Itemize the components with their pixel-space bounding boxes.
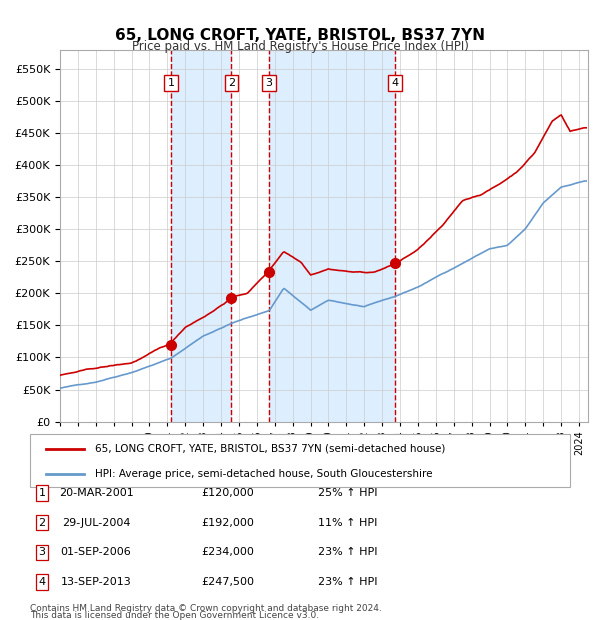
Text: Contains HM Land Registry data © Crown copyright and database right 2024.: Contains HM Land Registry data © Crown c… [30,603,382,613]
Text: 2: 2 [228,78,235,88]
Text: 2: 2 [38,518,46,528]
FancyBboxPatch shape [30,434,570,487]
Text: 1: 1 [38,488,46,498]
Text: 1: 1 [168,78,175,88]
Text: HPI: Average price, semi-detached house, South Gloucestershire: HPI: Average price, semi-detached house,… [95,469,432,479]
Text: 29-JUL-2004: 29-JUL-2004 [62,518,130,528]
Text: 3: 3 [38,547,46,557]
Text: This data is licensed under the Open Government Licence v3.0.: This data is licensed under the Open Gov… [30,611,319,620]
Text: 3: 3 [265,78,272,88]
Text: Price paid vs. HM Land Registry's House Price Index (HPI): Price paid vs. HM Land Registry's House … [131,40,469,53]
Text: 20-MAR-2001: 20-MAR-2001 [59,488,133,498]
Text: 25% ↑ HPI: 25% ↑ HPI [318,488,378,498]
Bar [269,50,395,422]
Bar [172,50,232,422]
Text: 4: 4 [391,78,398,88]
Text: 4: 4 [38,577,46,587]
Text: £192,000: £192,000 [202,518,254,528]
Text: £120,000: £120,000 [202,488,254,498]
Text: £247,500: £247,500 [202,577,254,587]
Text: 13-SEP-2013: 13-SEP-2013 [61,577,131,587]
Text: 65, LONG CROFT, YATE, BRISTOL, BS37 7YN: 65, LONG CROFT, YATE, BRISTOL, BS37 7YN [115,28,485,43]
Text: 01-SEP-2006: 01-SEP-2006 [61,547,131,557]
Text: 65, LONG CROFT, YATE, BRISTOL, BS37 7YN (semi-detached house): 65, LONG CROFT, YATE, BRISTOL, BS37 7YN … [95,444,445,454]
Text: £234,000: £234,000 [202,547,254,557]
Text: 23% ↑ HPI: 23% ↑ HPI [318,577,378,587]
Text: 23% ↑ HPI: 23% ↑ HPI [318,547,378,557]
Text: 11% ↑ HPI: 11% ↑ HPI [319,518,377,528]
